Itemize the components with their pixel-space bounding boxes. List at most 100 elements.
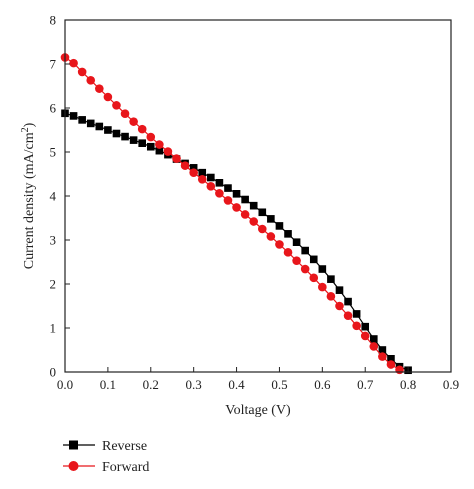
y-axis-title: Current density (mA/cm2) [20,122,37,269]
y-axis-ticks: 0 1 2 3 4 5 6 7 8 [50,13,70,380]
legend: Reverse Forward [63,439,149,475]
data-point-reverse [112,129,121,138]
series-forward [60,53,404,375]
x-tick-label: 0.5 [271,377,287,392]
data-point-forward [386,360,396,369]
series-forward-line [64,56,400,371]
data-point-reverse [138,139,146,147]
data-point-reverse [309,255,318,264]
data-point-reverse [198,168,207,177]
data-point-reverse [275,222,284,230]
data-point-reverse [146,142,155,151]
data-point-forward [77,67,87,77]
data-point-forward [163,147,173,156]
data-point-forward [266,232,276,241]
data-point-reverse [78,116,86,124]
data-point-forward [120,109,130,119]
data-point-forward [146,132,156,142]
data-point-forward [112,101,121,110]
data-point-forward [129,117,138,126]
y-tick-label: 5 [50,145,57,160]
data-point-forward [369,342,379,351]
series-reverse-line [64,112,409,371]
plot-area [60,53,412,375]
y-tick-label: 3 [50,233,57,248]
data-point-reverse [232,190,241,198]
x-tick-label: 0.8 [400,377,416,392]
x-tick-label: 0.9 [443,377,459,392]
data-point-reverse [129,136,138,144]
data-point-reverse [335,286,344,294]
data-point-forward [223,196,233,205]
data-point-reverse [292,238,301,246]
x-axis-ticks: 0.0 0.1 0.2 0.3 0.4 0.5 0.6 0.7 0.8 0.9 [57,367,459,392]
data-point-forward [103,92,113,102]
legend-forward-marker [68,461,79,471]
legend-item-forward: Forward [63,460,149,475]
data-point-forward [352,321,361,331]
data-point-forward [172,154,181,163]
x-tick-label: 0.6 [314,377,331,392]
data-point-reverse [352,310,361,318]
data-point-forward [326,292,336,301]
data-point-forward [95,84,104,93]
data-point-reverse [370,335,378,343]
data-point-reverse [215,179,224,187]
x-axis-title: Voltage (V) [225,403,291,418]
y-tick-label: 4 [50,189,57,204]
data-point-forward [86,75,96,85]
y-axis-title-main: Current density (mA/cm [22,132,37,269]
data-point-reverse [258,208,267,217]
data-point-reverse [301,246,309,255]
y-axis-title-superscript: 2 [20,127,31,132]
data-point-reverse [387,355,395,363]
data-point-reverse [361,322,370,331]
data-point-forward [180,161,190,170]
data-point-reverse [86,119,95,128]
data-point-reverse [318,265,327,273]
data-point-reverse [95,122,104,131]
data-point-reverse [224,184,232,192]
data-point-forward [360,331,370,341]
data-point-forward [232,203,241,212]
data-point-forward [275,240,284,249]
data-point-forward [292,256,301,265]
series-reverse [61,109,412,375]
data-point-forward [249,217,259,226]
data-point-forward [215,189,224,198]
data-point-reverse [249,201,258,210]
y-tick-label: 2 [50,277,57,292]
y-tick-label: 1 [50,321,57,336]
data-point-forward [240,210,250,219]
data-point-forward [257,224,267,234]
data-point-reverse [69,112,78,120]
data-point-reverse [344,297,352,306]
x-tick-label: 0.4 [228,377,245,392]
legend-reverse-marker [69,440,78,450]
data-point-forward [197,174,207,184]
data-point-reverse [155,146,164,155]
data-point-reverse [241,195,249,204]
data-point-reverse [207,173,215,182]
data-point-forward [69,58,78,68]
data-point-reverse [327,275,335,283]
x-tick-label: 0.3 [186,377,202,392]
y-tick-label: 7 [50,57,57,72]
x-tick-label: 0.2 [143,377,159,392]
y-tick-label: 0 [50,365,57,380]
x-tick-label: 0.0 [57,377,73,392]
data-point-forward [318,282,327,292]
plot-frame [64,19,452,373]
legend-forward-label: Forward [102,460,149,475]
data-point-forward [300,264,310,274]
data-point-forward [155,140,164,149]
data-point-reverse [267,215,275,223]
data-point-reverse [104,126,112,134]
data-point-reverse [284,230,292,238]
data-point-forward [378,352,387,361]
y-axis-title-close: ) [22,122,37,127]
x-tick-label: 0.1 [100,377,116,392]
data-point-forward [189,168,198,177]
data-point-forward [395,365,404,375]
data-point-reverse [378,346,387,354]
